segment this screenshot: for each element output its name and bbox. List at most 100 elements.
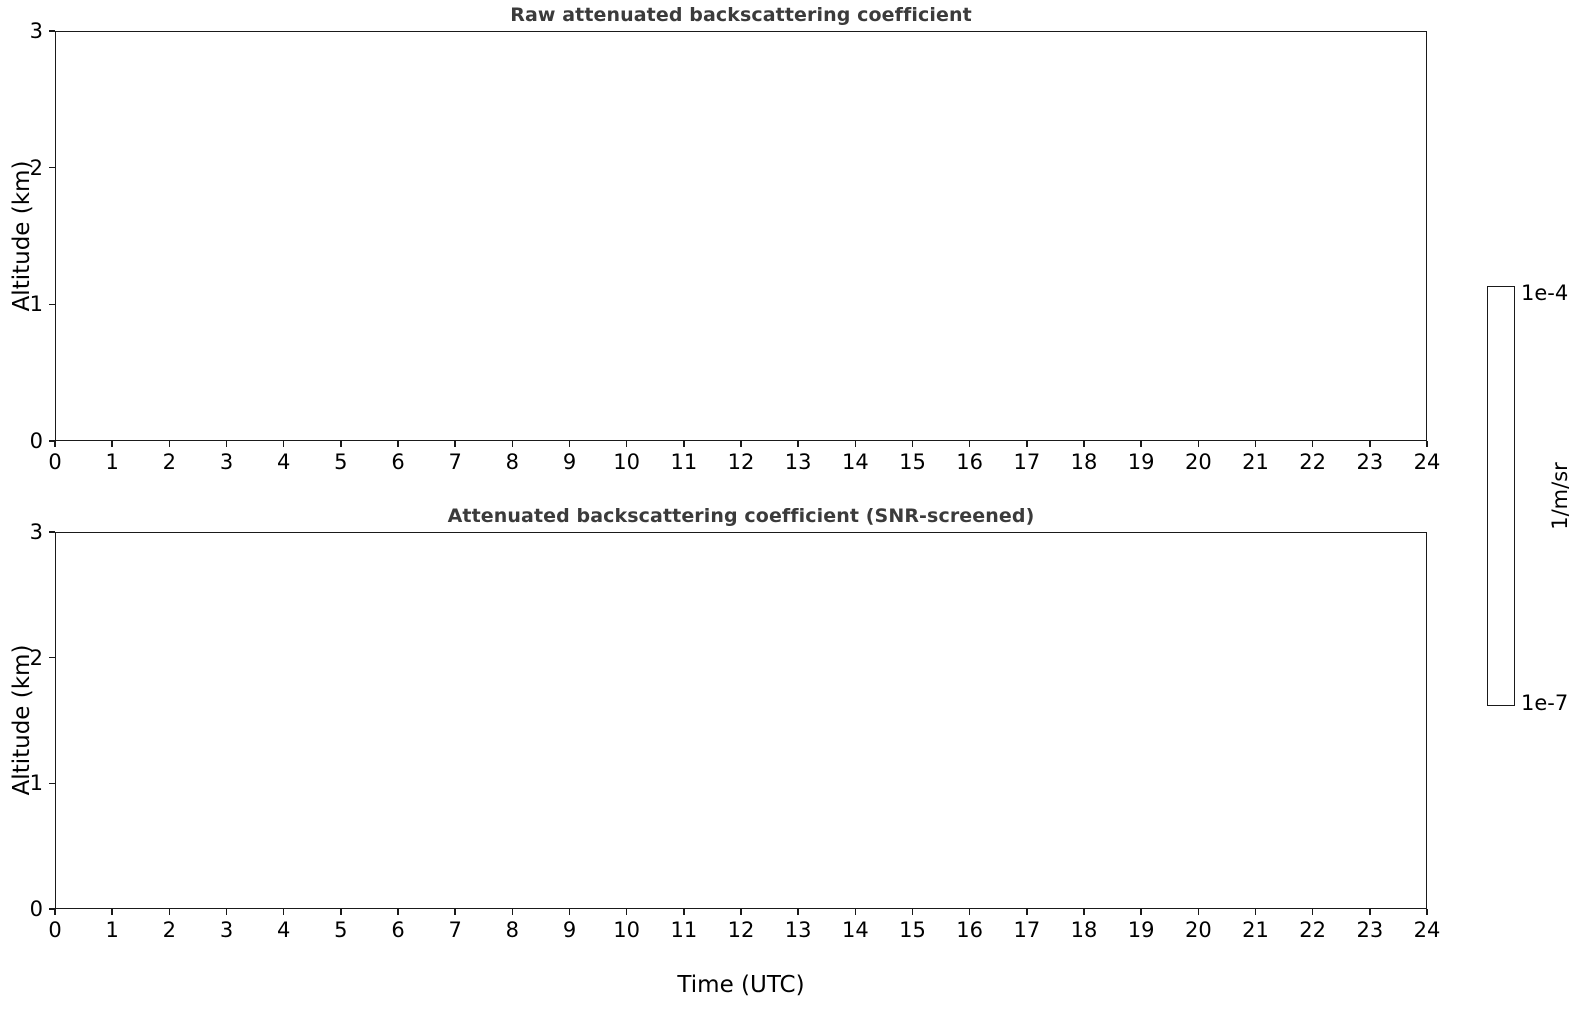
xtick-mark xyxy=(454,909,456,915)
xtick-label: 21 xyxy=(1242,450,1269,474)
xtick-mark xyxy=(1254,909,1257,915)
colorbar-gradient xyxy=(1488,287,1514,705)
axes-frame-raw xyxy=(55,31,1427,441)
xtick-mark xyxy=(797,909,799,915)
ytick-label: 0 xyxy=(29,429,43,453)
xtick-label: 10 xyxy=(613,450,641,474)
xtick-mark xyxy=(911,441,914,447)
xtick-mark xyxy=(740,441,742,447)
ytick-mark xyxy=(49,656,55,659)
xtick-label: 10 xyxy=(613,918,641,942)
xtick-label: 17 xyxy=(1013,918,1041,942)
xtick-label: 1 xyxy=(105,450,119,474)
xtick-mark xyxy=(1083,909,1085,915)
xtick-label: 8 xyxy=(505,918,520,942)
xtick-label: 3 xyxy=(219,918,234,942)
xtick-mark xyxy=(225,909,228,915)
xtick-label: 24 xyxy=(1413,450,1441,474)
xtick-label: 23 xyxy=(1356,918,1384,942)
xtick-label: 18 xyxy=(1070,450,1098,474)
xtick-mark xyxy=(168,441,171,447)
xtick-mark xyxy=(454,441,456,447)
xtick-label: 13 xyxy=(784,450,812,474)
xtick-mark xyxy=(1026,909,1028,915)
xtick-label: 0 xyxy=(48,918,62,942)
heatmap-raw xyxy=(56,32,1426,440)
xtick-label: 4 xyxy=(276,450,291,474)
xtick-mark xyxy=(282,909,285,915)
xtick-mark xyxy=(1369,441,1371,447)
xtick-mark xyxy=(1426,909,1428,915)
axes-frame-screened xyxy=(55,532,1427,909)
panel-title-raw: Raw attenuated backscattering coefficien… xyxy=(510,4,972,26)
xtick-label: 9 xyxy=(562,918,577,942)
ytick-label: 1 xyxy=(29,292,43,317)
xtick-mark xyxy=(111,909,113,915)
xtick-label: 11 xyxy=(670,918,698,942)
xtick-mark xyxy=(1369,909,1371,915)
xtick-label: 7 xyxy=(448,450,462,474)
xtick-mark xyxy=(1026,441,1028,447)
xtick-mark xyxy=(1311,909,1314,915)
ylabel-raw: Altitude (km) xyxy=(9,160,35,312)
ytick-mark xyxy=(49,782,55,785)
xtick-mark xyxy=(340,909,342,915)
xtick-label: 3 xyxy=(219,450,234,474)
xtick-label: 15 xyxy=(899,918,926,942)
ytick-label: 0 xyxy=(29,897,43,921)
xtick-label: 21 xyxy=(1242,918,1269,942)
xtick-label: 9 xyxy=(562,450,577,474)
xtick-label: 16 xyxy=(956,450,984,474)
xtick-label: 12 xyxy=(727,450,755,474)
xtick-label: 5 xyxy=(334,450,348,474)
xtick-mark xyxy=(1197,909,1200,915)
xtick-label: 22 xyxy=(1299,450,1327,474)
xtick-label: 12 xyxy=(727,918,755,942)
xtick-label: 22 xyxy=(1299,918,1327,942)
ytick-label: 2 xyxy=(29,645,43,670)
ytick-mark xyxy=(49,30,55,32)
xtick-mark xyxy=(1254,441,1257,447)
ytick-label: 2 xyxy=(29,155,43,180)
xtick-mark xyxy=(111,441,113,447)
xtick-label: 2 xyxy=(162,918,177,942)
xtick-label: 20 xyxy=(1184,450,1212,474)
xtick-label: 2 xyxy=(162,450,177,474)
xtick-mark xyxy=(1426,441,1428,447)
ytick-mark xyxy=(49,166,55,169)
xtick-label: 11 xyxy=(670,450,698,474)
xtick-mark xyxy=(568,909,571,915)
xtick-label: 20 xyxy=(1184,918,1212,942)
ytick-mark xyxy=(49,531,55,533)
colorbar-label: 1/m/sr xyxy=(1548,462,1572,530)
xtick-label: 0 xyxy=(48,450,62,474)
xtick-mark xyxy=(625,909,628,915)
xtick-label: 18 xyxy=(1070,918,1098,942)
xtick-mark xyxy=(511,441,514,447)
xtick-mark xyxy=(1140,909,1142,915)
ytick-mark xyxy=(49,440,55,442)
xtick-label: 14 xyxy=(841,918,869,942)
xlabel-time: Time (UTC) xyxy=(677,972,805,998)
xtick-label: 16 xyxy=(956,918,984,942)
xtick-label: 8 xyxy=(505,450,520,474)
xtick-mark xyxy=(854,441,857,447)
xtick-mark xyxy=(225,441,228,447)
xtick-mark xyxy=(683,441,685,447)
xtick-mark xyxy=(854,909,857,915)
xtick-mark xyxy=(54,909,56,915)
xtick-mark xyxy=(54,441,56,447)
xtick-label: 1 xyxy=(105,918,119,942)
xtick-mark xyxy=(683,909,685,915)
xtick-mark xyxy=(1140,441,1142,447)
colorbar-tick-max: 1e-4 xyxy=(1521,281,1569,305)
colorbar-tick-min: 1e-7 xyxy=(1521,691,1569,715)
xtick-mark xyxy=(168,909,171,915)
ytick-mark xyxy=(49,908,55,910)
xtick-mark xyxy=(740,909,742,915)
xtick-label: 5 xyxy=(334,918,348,942)
xtick-label: 24 xyxy=(1413,918,1441,942)
panel-title-screened: Attenuated backscattering coefficient (S… xyxy=(447,505,1035,527)
xtick-label: 13 xyxy=(784,918,812,942)
